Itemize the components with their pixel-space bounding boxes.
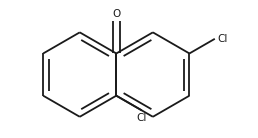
Text: Cl: Cl <box>217 34 228 44</box>
Text: Cl: Cl <box>136 113 147 123</box>
Text: O: O <box>112 9 120 19</box>
